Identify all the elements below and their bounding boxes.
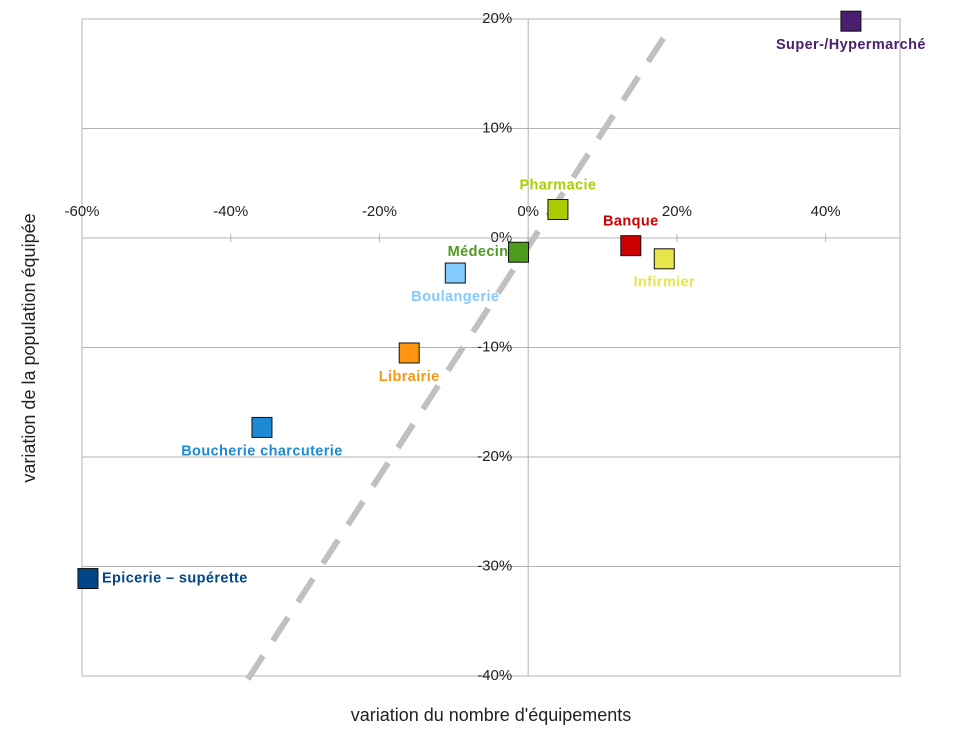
y-tick-label: 0%	[490, 229, 512, 246]
point-label: Super-/Hypermarché	[776, 37, 926, 53]
y-tick-label: 20%	[482, 10, 512, 27]
point-label: Boucherie charcuterie	[181, 443, 343, 459]
point-label: Pharmacie	[519, 177, 596, 193]
x-tick-label: -20%	[362, 203, 397, 220]
point	[840, 10, 862, 32]
point	[251, 416, 273, 438]
point	[444, 262, 466, 284]
x-tick-label: -60%	[64, 203, 99, 220]
x-tick-label: -40%	[213, 203, 248, 220]
point	[547, 199, 569, 221]
y-tick-label: -30%	[477, 557, 512, 574]
point-label: Médecin	[448, 244, 509, 260]
y-tick-label: 10%	[482, 119, 512, 136]
point-label: Infirmier	[633, 275, 695, 291]
point	[398, 342, 420, 364]
point	[508, 241, 530, 263]
point-label: Banque	[603, 213, 659, 229]
y-tick-label: -40%	[477, 667, 512, 684]
reference-line	[245, 28, 672, 681]
x-tick-label: 20%	[662, 203, 692, 220]
point-label: Epicerie – supérette	[102, 570, 248, 586]
x-axis-title: variation du nombre d'équipements	[351, 705, 632, 725]
point-label: Boulangerie	[411, 289, 499, 305]
y-axis-title: variation de la population équipée	[19, 213, 39, 482]
point	[653, 248, 675, 270]
point-label: Librairie	[379, 369, 440, 385]
point	[620, 235, 642, 257]
point	[77, 568, 99, 590]
x-tick-label: 40%	[811, 203, 841, 220]
y-tick-label: -10%	[477, 338, 512, 355]
y-tick-label: -20%	[477, 448, 512, 465]
